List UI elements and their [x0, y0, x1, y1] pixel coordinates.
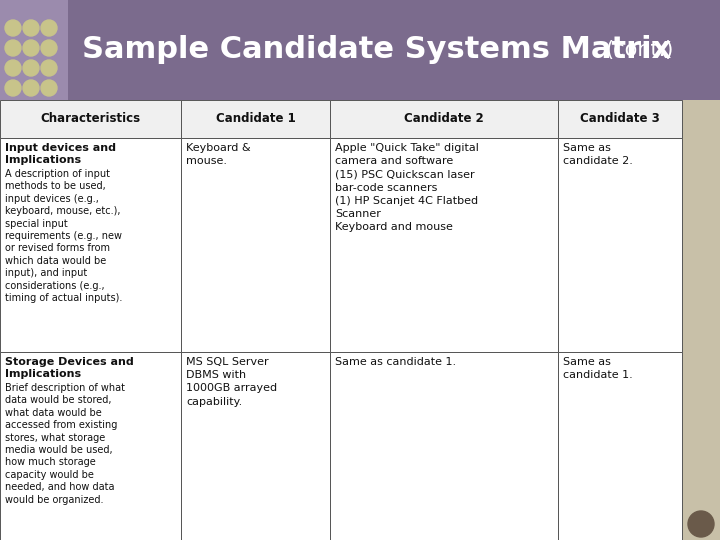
- Circle shape: [41, 40, 57, 56]
- Bar: [0, 0, 68, 100]
- Text: Keyboard &
mouse.: Keyboard & mouse.: [186, 143, 251, 166]
- Text: A description of input
methods to be used,
input devices (e.g.,
keyboard, mouse,: A description of input methods to be use…: [5, 169, 122, 303]
- Bar: [181, 100, 330, 138]
- Circle shape: [41, 20, 57, 36]
- Bar: [330, 100, 558, 138]
- Circle shape: [5, 20, 21, 36]
- Bar: [0, 352, 181, 540]
- Circle shape: [5, 40, 21, 56]
- Bar: [330, 138, 558, 352]
- Bar: [558, 138, 682, 352]
- Circle shape: [23, 60, 39, 76]
- Circle shape: [23, 40, 39, 56]
- Bar: [558, 352, 682, 540]
- Bar: [0, 0, 720, 100]
- Text: Candidate 3: Candidate 3: [580, 112, 660, 125]
- Bar: [682, 0, 720, 540]
- Text: Apple "Quick Take" digital
camera and software
(15) PSC Quickscan laser
bar-code: Apple "Quick Take" digital camera and so…: [336, 143, 480, 232]
- Bar: [330, 352, 558, 540]
- Bar: [0, 100, 181, 138]
- Text: Candidate 2: Candidate 2: [404, 112, 484, 125]
- Text: Storage Devices and
Implications: Storage Devices and Implications: [5, 357, 134, 380]
- Bar: [0, 138, 181, 352]
- Text: Input devices and
Implications: Input devices and Implications: [5, 143, 116, 165]
- Circle shape: [23, 20, 39, 36]
- Text: Sample Candidate Systems Matrix: Sample Candidate Systems Matrix: [82, 36, 671, 64]
- Text: (cont.): (cont.): [606, 40, 674, 60]
- Circle shape: [41, 80, 57, 96]
- Text: MS SQL Server
DBMS with
1000GB arrayed
capability.: MS SQL Server DBMS with 1000GB arrayed c…: [186, 357, 277, 407]
- Bar: [181, 138, 330, 352]
- Text: Brief description of what
data would be stored,
what data would be
accessed from: Brief description of what data would be …: [5, 383, 125, 504]
- Text: Same as
candidate 1.: Same as candidate 1.: [562, 357, 632, 380]
- Circle shape: [688, 511, 714, 537]
- Bar: [558, 100, 682, 138]
- Circle shape: [23, 80, 39, 96]
- Text: Same as
candidate 2.: Same as candidate 2.: [562, 143, 633, 166]
- Bar: [181, 352, 330, 540]
- Circle shape: [41, 60, 57, 76]
- Text: Characteristics: Characteristics: [40, 112, 140, 125]
- Text: Same as candidate 1.: Same as candidate 1.: [336, 357, 456, 367]
- Circle shape: [5, 80, 21, 96]
- Circle shape: [5, 60, 21, 76]
- Text: Candidate 1: Candidate 1: [216, 112, 296, 125]
